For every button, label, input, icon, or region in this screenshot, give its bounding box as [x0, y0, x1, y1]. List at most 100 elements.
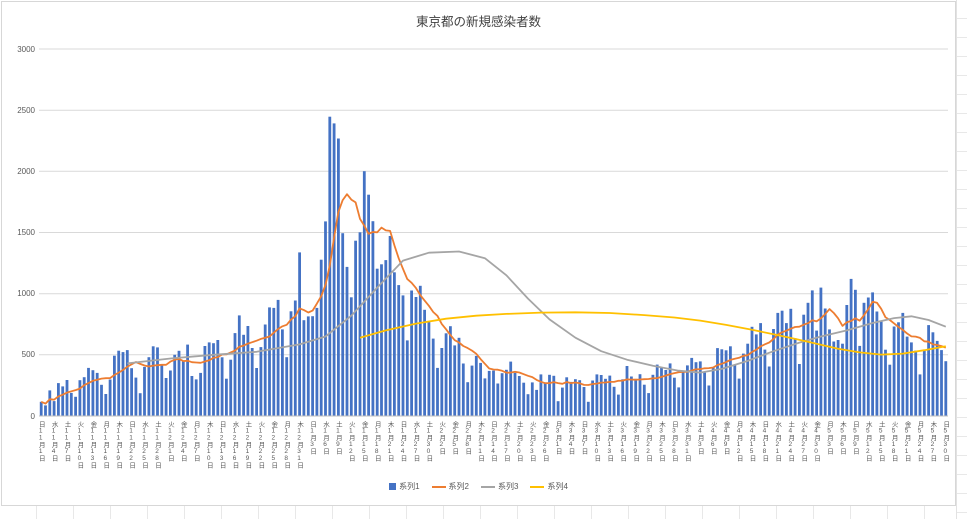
- y-axis-tick-label: 2500: [17, 105, 35, 115]
- bars-series1: [39, 116, 948, 417]
- x-axis-tick-label: 火12月22日: [256, 421, 264, 469]
- x-axis-tick-label: 金2月26日: [541, 421, 549, 462]
- x-axis-tick-label: 月12月7日: [192, 421, 200, 462]
- x-axis-tick-label: 日5月30日: [941, 421, 949, 462]
- x-axis-tick-label: 木5月6日: [838, 421, 846, 455]
- x-axis-tick-label: 金11月13日: [88, 421, 96, 469]
- y-axis-tick-label: 500: [21, 350, 35, 360]
- x-axis-tick-label: 土4月24日: [786, 421, 794, 462]
- x-axis-tick-label: 木4月15日: [748, 421, 755, 462]
- x-axis-tick-label: 月3月22日: [644, 421, 652, 462]
- worksheet-cells-bottom: [0, 505, 956, 519]
- x-axis-tick-label: 木1月21日: [386, 421, 394, 462]
- x-axis-tick-label: 土1月30日: [424, 421, 432, 462]
- line-series2: [40, 193, 947, 405]
- x-axis-tick-label: 火1月12日: [347, 421, 355, 462]
- x-axis-tick-label: 日2月14日: [489, 421, 497, 462]
- x-axis-tick-label: 水12月16日: [231, 421, 238, 469]
- x-axis-tick-label: 日3月28日: [670, 421, 678, 462]
- legend-label: 系列3: [498, 482, 519, 492]
- x-axis-tick-label: 水5月12日: [864, 421, 872, 462]
- legend-label: 系列1: [399, 482, 420, 492]
- x-axis-tick-label: 土4月3日: [696, 421, 704, 455]
- x-axis-tick-label: 水1月27日: [412, 421, 419, 462]
- x-axis-tick-label: 月5月24日: [916, 421, 923, 462]
- x-axis-tick-label: 火4月6日: [709, 421, 717, 455]
- x-axis-tick-label: 月1月18日: [373, 421, 381, 462]
- x-axis-tick-label: 金4月30日: [812, 421, 820, 462]
- x-axis-tick-label: 火2月2日: [437, 421, 445, 455]
- x-axis-tick-label: 土5月15日: [877, 421, 885, 462]
- x-axis-tick-label: 火5月18日: [890, 421, 898, 462]
- x-axis-tick-label: 金12月4日: [179, 421, 187, 462]
- x-axis-tick-label: 水11月4日: [50, 421, 58, 462]
- x-axis-tick-label: 日11月1日: [37, 421, 45, 462]
- legend-label: 系列4: [547, 482, 568, 492]
- x-axis-tick-label: 木12月31日: [295, 421, 303, 469]
- y-axis-tick-label: 2000: [17, 166, 35, 176]
- x-axis-tick-label: 土12月19日: [243, 421, 251, 469]
- x-axis-tick-label: 木11月19日: [114, 421, 122, 469]
- legend-line-marker-icon: [481, 485, 495, 488]
- x-axis-tick-label: 日12月13日: [218, 421, 226, 469]
- x-axis-tick-label: 木12月10日: [205, 421, 213, 469]
- x-axis-tick-label: 金5月21日: [903, 421, 911, 462]
- x-axis-tick-label: 金12月25日: [269, 421, 277, 469]
- x-axis-tick-label: 月11月16日: [101, 421, 109, 469]
- x-axis-tick-label: 土2月20日: [515, 421, 523, 462]
- chart-legend: 系列1 系列2 系列3 系列4: [2, 478, 955, 496]
- x-axis-tick-label: 土1月9日: [334, 421, 342, 455]
- x-axis-tick-label: 日1月3日: [308, 421, 316, 455]
- x-axis-tick-label: 月3月1日: [554, 421, 562, 455]
- line-series3: [127, 250, 947, 374]
- x-axis-tick-label: 火12月1日: [166, 421, 174, 462]
- line-series4: [359, 311, 946, 356]
- x-axis-tick-label: 水11月25日: [140, 421, 148, 469]
- x-axis-tick-label: 月5月3日: [825, 421, 833, 455]
- x-axis-tick-label: 日3月7日: [580, 421, 587, 455]
- legend-line-marker-icon: [530, 485, 545, 488]
- x-axis-tick-label: 日4月18日: [760, 421, 768, 462]
- legend-line-marker-icon: [431, 485, 446, 488]
- x-axis-tick-label: 火4月27日: [799, 421, 807, 462]
- chart-title: 東京都の新規感染者数: [415, 15, 541, 29]
- x-axis-tick-label: 火2月23日: [528, 421, 536, 462]
- x-axis-tick-label: 金3月19日: [631, 421, 639, 462]
- x-axis-tick-label: 木5月27日: [928, 421, 936, 462]
- y-axis-tick-label: 1500: [17, 228, 35, 237]
- x-axis-tick-label: 金1月15日: [360, 421, 368, 462]
- x-axis-tick-label: 水2月17日: [502, 421, 510, 462]
- x-axis-tick-label: 土11月7日: [63, 421, 70, 462]
- x-axis-tick-label: 水1月6日: [321, 421, 329, 455]
- x-axis-tick-label: 土3月13日: [605, 421, 613, 462]
- x-axis-tick-label: 水3月10日: [592, 421, 600, 462]
- y-axis-tick-label: 0: [30, 411, 35, 421]
- x-axis-tick-label: 水3月31日: [683, 421, 691, 462]
- x-axis-tick-label: 金4月9日: [722, 421, 730, 455]
- x-axis-tick-label: 金2月5日: [450, 421, 458, 455]
- x-axis-tick-label: 月2月8日: [463, 421, 471, 455]
- x-axis-tick-label: 日11月22日: [127, 421, 135, 469]
- legend-item-series1: 系列1: [389, 481, 420, 492]
- x-axis-tick-label: 日5月9日: [851, 421, 859, 455]
- x-axis-tick-label: 日1月24日: [399, 421, 406, 462]
- x-axis-tick-label: 木2月11日: [476, 421, 484, 462]
- legend-item-series4: 系列4: [530, 481, 568, 492]
- x-axis-tick-label: 木3月4日: [567, 421, 574, 455]
- x-axis-tick-label: 火3月16日: [618, 421, 626, 462]
- x-axis-tick-label: 木3月25日: [657, 421, 665, 462]
- x-axis-tick-label: 水4月21日: [773, 421, 781, 462]
- worksheet-cells-right: [956, 0, 967, 519]
- x-axis-tick-label: 月4月12日: [735, 421, 743, 462]
- legend-bar-marker-icon: [389, 483, 397, 491]
- legend-item-series2: 系列2: [431, 481, 469, 492]
- y-axis-tick-label: 1000: [17, 289, 35, 299]
- legend-label: 系列2: [448, 482, 469, 492]
- chart-frame[interactable]: 東京都の新規感染者数 0 500 1000 1500 2000 2500 3000 日11月…: [1, 1, 956, 506]
- legend-item-series3: 系列3: [481, 481, 518, 492]
- chart-plot-area: [39, 48, 948, 417]
- y-axis-tick-label: 3000: [17, 44, 35, 54]
- x-axis-tick-label: 月12月28日: [282, 421, 290, 469]
- x-axis-tick-label: 火11月10日: [75, 421, 83, 469]
- x-axis-tick-label: 土11月28日: [153, 421, 161, 469]
